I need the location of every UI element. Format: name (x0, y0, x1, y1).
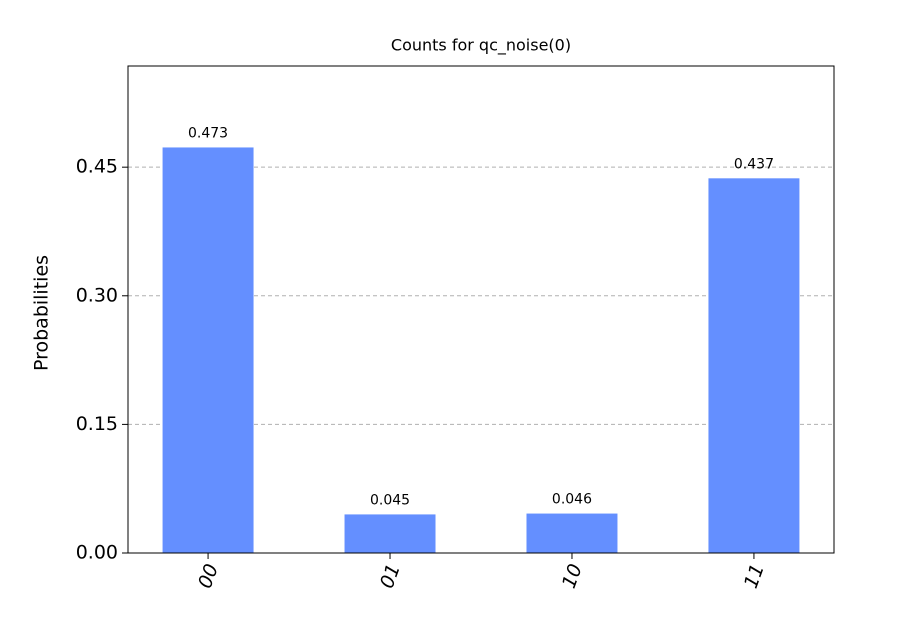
y-axis-label: Probabilities (31, 255, 53, 371)
y-tick-label: 0.00 (76, 542, 118, 564)
bar (162, 147, 254, 554)
value-label: 0.473 (188, 125, 228, 141)
bar (526, 513, 618, 553)
y-tick-label: 0.30 (76, 284, 118, 306)
value-label: 0.045 (370, 492, 410, 508)
value-label: 0.046 (552, 492, 592, 508)
bar (708, 178, 800, 553)
y-tick-label: 0.15 (76, 413, 118, 435)
value-label: 0.437 (734, 156, 774, 172)
y-tick-label: 0.45 (76, 156, 118, 178)
chart-title: Counts for qc_noise(0) (391, 36, 571, 56)
axes-frame (127, 65, 835, 554)
bar (344, 514, 436, 553)
